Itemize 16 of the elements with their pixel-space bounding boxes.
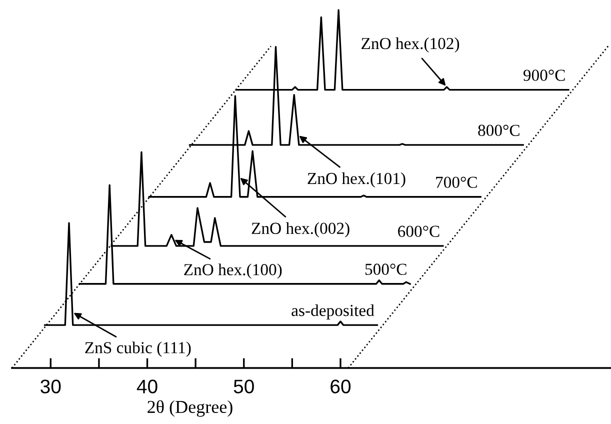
annotation: ZnO hex.(100) — [184, 264, 282, 279]
series-label: as-deposited — [292, 304, 374, 320]
series-label: 800°C — [478, 124, 520, 136]
annotation: ZnO hex.(102) — [362, 37, 460, 53]
series-label: 700°C — [436, 176, 477, 188]
x-tick-label: 50 — [234, 380, 254, 394]
annotation: ZnO hex.(002) — [252, 222, 350, 238]
x-tick-label: 60 — [330, 380, 351, 394]
series-label: 900°C — [523, 70, 565, 81]
x-tick-label: 40 — [136, 380, 158, 394]
x-tick-label: 30 — [40, 380, 61, 394]
x-axis-title: 2θ (Degree) — [148, 400, 232, 417]
series-label: 600°C — [398, 226, 440, 237]
series-label: 500°C — [365, 264, 406, 275]
annotation: ZnS cubic (111) — [85, 342, 191, 357]
annotation: ZnO hex.(101) — [308, 172, 406, 188]
